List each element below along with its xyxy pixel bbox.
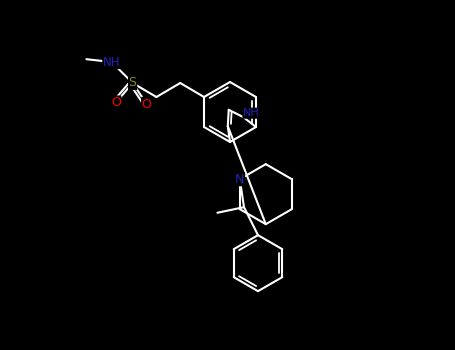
Text: S: S (129, 77, 136, 90)
Text: NH: NH (243, 108, 260, 118)
Text: N: N (235, 173, 244, 186)
Text: NH: NH (103, 56, 121, 69)
Text: O: O (142, 98, 152, 111)
Text: O: O (111, 96, 121, 109)
